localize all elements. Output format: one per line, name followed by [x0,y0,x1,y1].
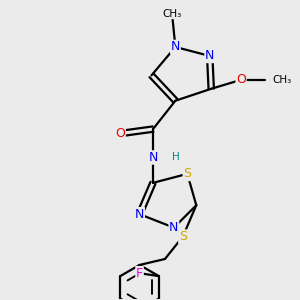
Text: N: N [169,221,178,234]
Text: S: S [179,230,187,243]
Text: O: O [236,73,246,86]
Text: N: N [205,50,214,62]
Text: S: S [183,167,191,180]
Text: CH₃: CH₃ [272,75,292,85]
Text: F: F [136,267,143,280]
Text: N: N [171,40,180,53]
Text: N: N [135,208,144,221]
Text: N: N [148,151,158,164]
Text: CH₃: CH₃ [163,8,182,19]
Text: H: H [172,152,179,163]
Text: O: O [115,127,125,140]
